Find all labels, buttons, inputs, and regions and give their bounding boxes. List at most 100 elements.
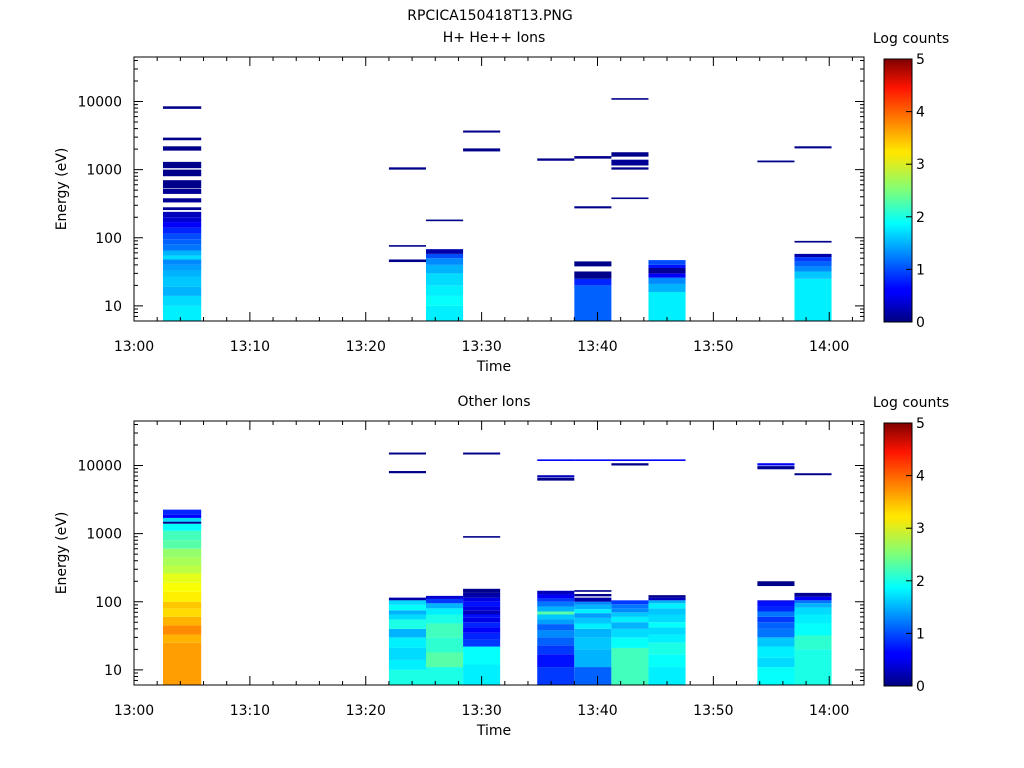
heatmap-cell	[162, 161, 202, 169]
heatmap-cell	[463, 606, 501, 611]
heatmap-cell	[794, 146, 832, 149]
heatmap-cell	[388, 628, 426, 638]
heatmap-cell	[162, 591, 202, 602]
heatmap-cell	[794, 635, 832, 650]
plot-frame	[133, 56, 865, 322]
heatmap-cell	[574, 278, 612, 286]
heatmap-cell	[648, 273, 686, 278]
heatmap-cell	[426, 603, 464, 609]
heatmap-cell	[162, 264, 202, 271]
heatmap-cell	[388, 604, 426, 611]
heatmap-cell	[648, 459, 686, 461]
heatmap-cell	[757, 601, 795, 607]
heatmap-cell	[426, 219, 464, 222]
heatmap-cell	[648, 634, 686, 643]
heatmap-cell	[611, 197, 649, 200]
heatmap-cell	[757, 600, 795, 602]
heatmap-cell	[162, 565, 202, 574]
colorbar-tick-label: 4	[916, 469, 925, 485]
y-axis-label: Energy (eV)	[54, 512, 70, 595]
heatmap-cell	[757, 581, 795, 587]
heatmap-cell	[388, 259, 426, 263]
x-tick-label: 13:10	[230, 703, 270, 719]
heatmap-cell	[794, 603, 832, 608]
heatmap-cell	[757, 667, 795, 685]
heatmap-cell	[162, 573, 202, 583]
heatmap-cell	[426, 258, 464, 265]
heatmap-cell	[648, 277, 686, 284]
heatmap-cell	[648, 600, 686, 604]
panel-h-he-ions: H+ He++ Ions 13:00 13:10 13:20 13:30 13:40 13:…	[54, 30, 949, 375]
heatmap-cell	[162, 270, 202, 277]
heatmap-cell	[574, 613, 612, 618]
y-tick-label: 1000	[86, 527, 122, 543]
heatmap-cell	[611, 463, 649, 466]
heatmap-cell	[757, 646, 795, 658]
colorbar-tick-label: 3	[916, 157, 925, 173]
colorbar-tick-label: 1	[916, 262, 925, 278]
heatmap-cell	[388, 471, 426, 474]
heatmap-cell	[162, 608, 202, 617]
heatmap-cell	[162, 514, 202, 518]
heatmap-cell	[426, 598, 464, 604]
heatmap-cell	[463, 597, 501, 602]
y-tick-label: 10000	[77, 459, 122, 475]
heatmap-cell	[463, 622, 501, 628]
heatmap-cell	[537, 630, 575, 638]
heatmap-cell	[574, 261, 612, 267]
heatmap-cell	[611, 98, 649, 100]
heatmap-cell	[463, 664, 501, 685]
heatmap-cell	[426, 285, 464, 296]
heatmap-cell	[611, 628, 649, 638]
heatmap-cell	[463, 646, 501, 665]
heatmap-cell	[162, 259, 202, 265]
heatmap-cell	[648, 595, 686, 598]
heatmap-cell	[537, 158, 575, 161]
heatmap-cell	[648, 291, 686, 321]
heatmap-cell	[388, 245, 426, 247]
heatmap-cell	[463, 627, 501, 633]
heatmap-cell	[463, 617, 501, 623]
heatmap-cell	[426, 667, 464, 685]
heatmap-cell	[794, 278, 832, 321]
heatmap-cell	[648, 642, 686, 655]
heatmap-cell	[426, 295, 464, 306]
heatmap-cell	[574, 667, 612, 685]
heatmap-cell	[574, 590, 612, 592]
heatmap-cell	[426, 305, 464, 321]
heatmap-cell	[162, 276, 202, 287]
heatmap-cell	[162, 517, 202, 522]
heatmap-cell	[537, 667, 575, 685]
x-tick-label: 13:10	[230, 339, 270, 355]
heatmap-cell	[463, 610, 501, 615]
heatmap-cell	[537, 601, 575, 607]
colorbar-tick-label: 5	[916, 52, 925, 68]
heatmap-cells	[162, 452, 832, 685]
heatmap-cell	[426, 608, 464, 615]
heatmap-cell	[574, 206, 612, 209]
heatmap-cell	[648, 622, 686, 628]
heatmap-cell	[648, 654, 686, 668]
heatmap-cell	[162, 180, 202, 189]
heatmap-cell	[757, 628, 795, 638]
panel-title: Other Ions	[457, 394, 530, 410]
heatmap-cell	[574, 593, 612, 597]
heatmap-cell	[463, 592, 501, 598]
heatmap-cell	[648, 603, 686, 609]
heatmap-cell	[648, 283, 686, 292]
heatmap-cell	[794, 596, 832, 601]
colorbar	[883, 58, 913, 323]
heatmap-cell	[388, 659, 426, 670]
heatmap-cell	[162, 523, 202, 531]
heatmap-cell	[537, 590, 575, 595]
heatmap-cell	[611, 612, 649, 617]
heatmap-cell	[162, 106, 202, 109]
y-tick-label: 100	[95, 595, 122, 611]
heatmap-cell	[757, 637, 795, 647]
heatmap-cell	[162, 305, 202, 321]
heatmap-cell	[162, 286, 202, 296]
heatmap-cell	[388, 637, 426, 648]
heatmap-cell	[611, 608, 649, 613]
heatmap-cell	[794, 257, 832, 262]
heatmap-cell	[537, 614, 575, 620]
